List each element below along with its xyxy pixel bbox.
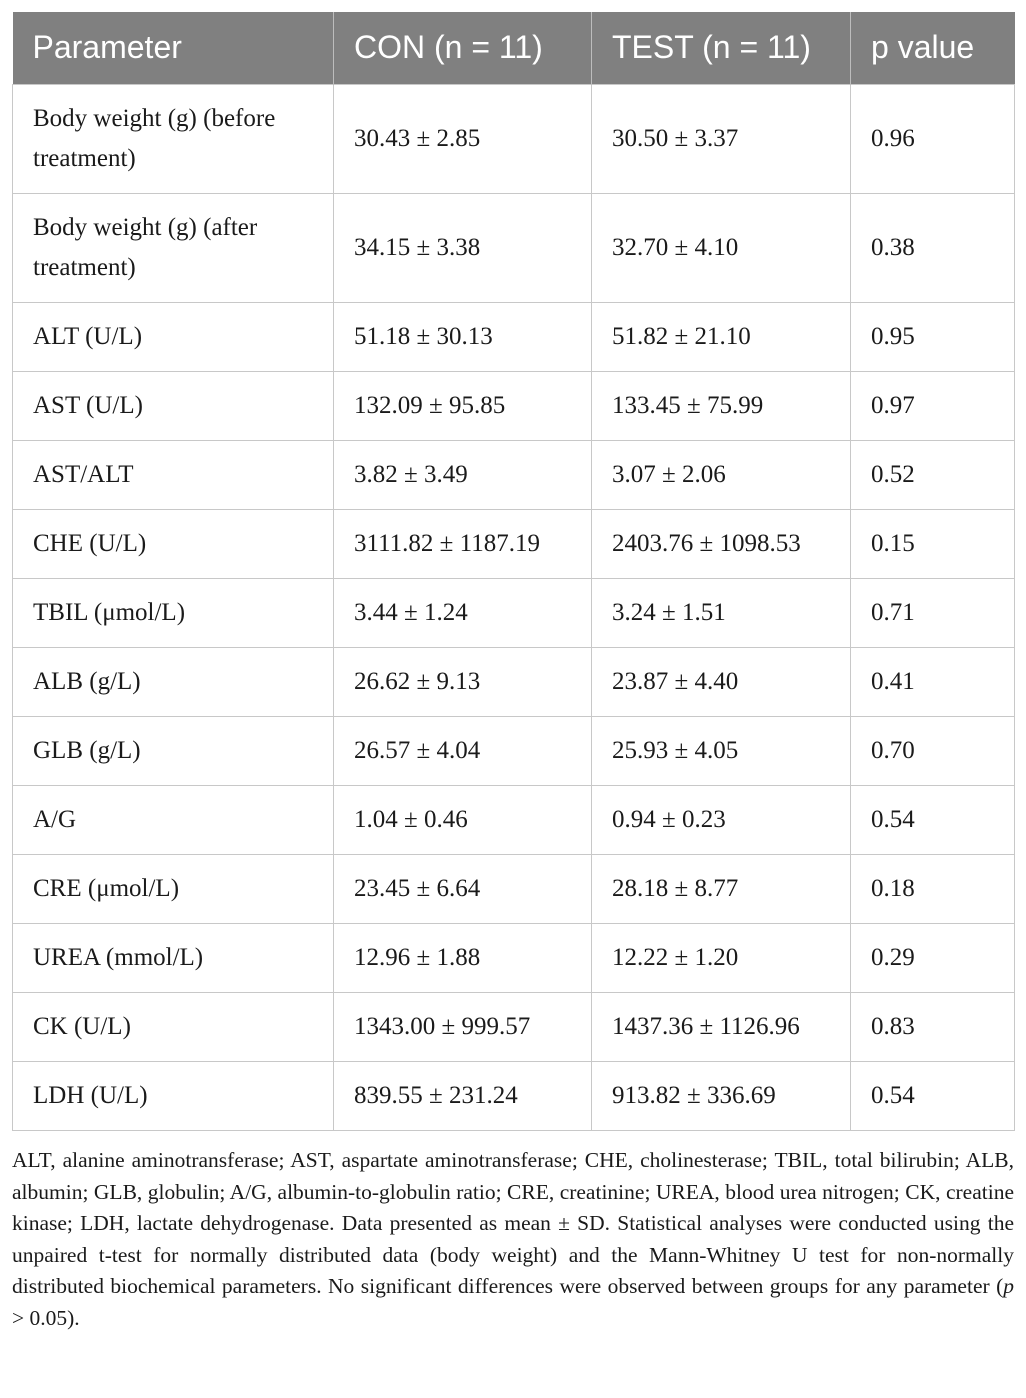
cell-test: 51.82 ± 21.10 xyxy=(591,301,851,372)
cell-con: 132.09 ± 95.85 xyxy=(333,370,592,441)
table-row: A/G 1.04 ± 0.46 0.94 ± 0.23 0.54 xyxy=(12,784,1015,855)
cell-con: 34.15 ± 3.38 xyxy=(333,192,592,303)
cell-parameter: CK (U/L) xyxy=(12,991,334,1062)
cell-p-value: 0.70 xyxy=(850,715,1015,786)
footnote-p-symbol: p xyxy=(1003,1274,1014,1299)
cell-parameter: Body weight (g) (after treatment) xyxy=(12,192,334,303)
cell-parameter: GLB (g/L) xyxy=(12,715,334,786)
cell-con: 1343.00 ± 999.57 xyxy=(333,991,592,1062)
cell-p-value: 0.71 xyxy=(850,577,1015,648)
cell-con: 26.57 ± 4.04 xyxy=(333,715,592,786)
table-row: ALB (g/L) 26.62 ± 9.13 23.87 ± 4.40 0.41 xyxy=(12,646,1015,717)
header-row: Parameter CON (n = 11) TEST (n = 11) p v… xyxy=(12,12,1015,84)
cell-test: 913.82 ± 336.69 xyxy=(591,1060,851,1131)
header-con: CON (n = 11) xyxy=(333,12,592,84)
cell-con: 12.96 ± 1.88 xyxy=(333,922,592,993)
table-row: CHE (U/L) 3111.82 ± 1187.19 2403.76 ± 1098… xyxy=(12,508,1015,579)
cell-parameter: TBIL (μmol/L) xyxy=(12,577,334,648)
table-row: CK (U/L) 1343.00 ± 999.57 1437.36 ± 1126.9… xyxy=(12,991,1015,1062)
cell-parameter: Body weight (g) (before treatment) xyxy=(12,83,334,194)
cell-test: 32.70 ± 4.10 xyxy=(591,192,851,303)
table-row: LDH (U/L) 839.55 ± 231.24 913.82 ± 336.69 0… xyxy=(12,1060,1015,1131)
footnote-text: ALT, alanine aminotransferase; AST, aspa… xyxy=(12,1148,1014,1299)
cell-test: 2403.76 ± 1098.53 xyxy=(591,508,851,579)
cell-p-value: 0.97 xyxy=(850,370,1015,441)
cell-con: 23.45 ± 6.64 xyxy=(333,853,592,924)
table-row: Body weight (g) (before treatment) 30.43 … xyxy=(12,83,1015,194)
cell-con: 3.82 ± 3.49 xyxy=(333,439,592,510)
cell-con: 3.44 ± 1.24 xyxy=(333,577,592,648)
table-row: AST (U/L) 132.09 ± 95.85 133.45 ± 75.99 0.9… xyxy=(12,370,1015,441)
cell-p-value: 0.18 xyxy=(850,853,1015,924)
cell-test: 23.87 ± 4.40 xyxy=(591,646,851,717)
cell-p-value: 0.83 xyxy=(850,991,1015,1062)
footnote-text-end: > 0.05). xyxy=(12,1305,80,1330)
header-parameter: Parameter xyxy=(12,12,334,84)
cell-parameter: CHE (U/L) xyxy=(12,508,334,579)
cell-parameter: LDH (U/L) xyxy=(12,1060,334,1131)
cell-test: 133.45 ± 75.99 xyxy=(591,370,851,441)
table-row: Body weight (g) (after treatment) 34.15 ±… xyxy=(12,192,1015,303)
cell-test: 3.07 ± 2.06 xyxy=(591,439,851,510)
cell-con: 30.43 ± 2.85 xyxy=(333,83,592,194)
cell-test: 3.24 ± 1.51 xyxy=(591,577,851,648)
header-p-value: p value xyxy=(850,12,1015,84)
cell-parameter: UREA (mmol/L) xyxy=(12,922,334,993)
table-row: CRE (μmol/L) 23.45 ± 6.64 28.18 ± 8.77 0.18 xyxy=(12,853,1015,924)
table-body: Body weight (g) (before treatment) 30.43 … xyxy=(12,83,1015,1131)
cell-test: 25.93 ± 4.05 xyxy=(591,715,851,786)
cell-p-value: 0.38 xyxy=(850,192,1015,303)
header-test: TEST (n = 11) xyxy=(591,12,851,84)
table-row: TBIL (μmol/L) 3.44 ± 1.24 3.24 ± 1.51 0.71 xyxy=(12,577,1015,648)
cell-p-value: 0.41 xyxy=(850,646,1015,717)
cell-con: 1.04 ± 0.46 xyxy=(333,784,592,855)
table-row: GLB (g/L) 26.57 ± 4.04 25.93 ± 4.05 0.70 xyxy=(12,715,1015,786)
cell-p-value: 0.54 xyxy=(850,784,1015,855)
cell-parameter: AST/ALT xyxy=(12,439,334,510)
table-container: Parameter CON (n = 11) TEST (n = 11) p v… xyxy=(12,12,1015,1131)
cell-parameter: CRE (μmol/L) xyxy=(12,853,334,924)
cell-con: 839.55 ± 231.24 xyxy=(333,1060,592,1131)
cell-test: 1437.36 ± 1126.96 xyxy=(591,991,851,1062)
cell-con: 3111.82 ± 1187.19 xyxy=(333,508,592,579)
results-table: Parameter CON (n = 11) TEST (n = 11) p v… xyxy=(12,12,1015,1131)
cell-con: 26.62 ± 9.13 xyxy=(333,646,592,717)
table-row: UREA (mmol/L) 12.96 ± 1.88 12.22 ± 1.20 0.2… xyxy=(12,922,1015,993)
cell-parameter: ALB (g/L) xyxy=(12,646,334,717)
cell-p-value: 0.95 xyxy=(850,301,1015,372)
table-footnote: ALT, alanine aminotransferase; AST, aspa… xyxy=(12,1145,1014,1335)
cell-parameter: A/G xyxy=(12,784,334,855)
cell-p-value: 0.54 xyxy=(850,1060,1015,1131)
cell-test: 30.50 ± 3.37 xyxy=(591,83,851,194)
cell-p-value: 0.29 xyxy=(850,922,1015,993)
cell-test: 28.18 ± 8.77 xyxy=(591,853,851,924)
cell-parameter: ALT (U/L) xyxy=(12,301,334,372)
table-header: Parameter CON (n = 11) TEST (n = 11) p v… xyxy=(12,12,1015,84)
cell-con: 51.18 ± 30.13 xyxy=(333,301,592,372)
table-row: ALT (U/L) 51.18 ± 30.13 51.82 ± 21.10 0.95 xyxy=(12,301,1015,372)
cell-p-value: 0.52 xyxy=(850,439,1015,510)
cell-test: 0.94 ± 0.23 xyxy=(591,784,851,855)
cell-p-value: 0.15 xyxy=(850,508,1015,579)
table-row: AST/ALT 3.82 ± 3.49 3.07 ± 2.06 0.52 xyxy=(12,439,1015,510)
cell-test: 12.22 ± 1.20 xyxy=(591,922,851,993)
cell-parameter: AST (U/L) xyxy=(12,370,334,441)
cell-p-value: 0.96 xyxy=(850,83,1015,194)
